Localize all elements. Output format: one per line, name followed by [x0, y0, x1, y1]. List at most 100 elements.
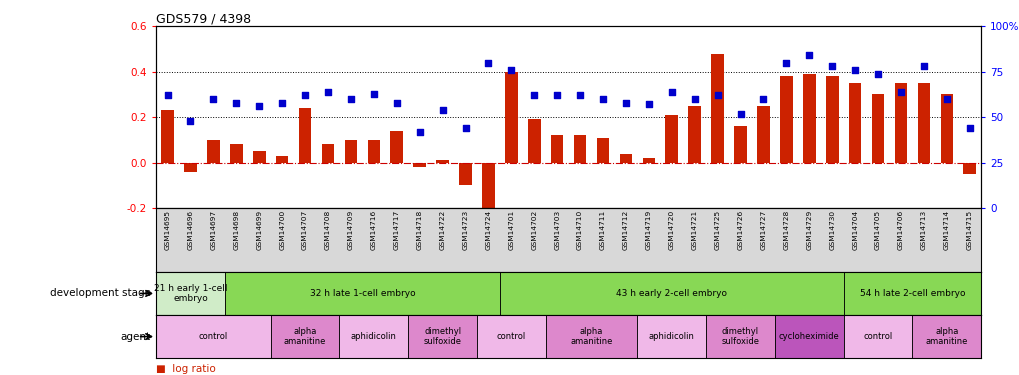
Bar [825, 76, 838, 163]
Bar [275, 156, 288, 163]
Bar [688, 106, 700, 163]
Bar [940, 94, 952, 163]
Bar [637, 315, 705, 358]
Text: control: control [199, 332, 228, 341]
Text: GSM14703: GSM14703 [553, 210, 559, 250]
Point [182, 118, 199, 124]
Bar [477, 315, 545, 358]
Text: GSM14719: GSM14719 [645, 210, 651, 250]
Bar [482, 163, 494, 208]
Point [800, 53, 816, 58]
Point [274, 100, 290, 106]
Point [205, 96, 221, 102]
Text: GDS579 / 4398: GDS579 / 4398 [156, 12, 251, 25]
Bar [705, 315, 774, 358]
Point [342, 96, 359, 102]
Text: GSM14704: GSM14704 [851, 210, 857, 250]
Text: aphidicolin: aphidicolin [648, 332, 694, 341]
Point [663, 89, 680, 95]
Bar [545, 315, 637, 358]
Point [228, 100, 245, 106]
Text: 21 h early 1-cell
embryo: 21 h early 1-cell embryo [154, 284, 227, 303]
Text: agent: agent [120, 332, 151, 342]
Text: 54 h late 2-cell embryo: 54 h late 2-cell embryo [859, 289, 964, 298]
Text: GSM14727: GSM14727 [760, 210, 765, 250]
Point [823, 63, 840, 69]
Text: GSM14711: GSM14711 [599, 210, 605, 250]
Bar [917, 83, 929, 163]
Bar [390, 131, 403, 163]
Bar [596, 138, 608, 163]
Text: alpha
amanitine: alpha amanitine [283, 327, 326, 346]
Point [502, 67, 519, 73]
Point [411, 129, 427, 135]
Bar [710, 54, 723, 163]
Text: GSM14707: GSM14707 [302, 210, 308, 250]
Text: control: control [496, 332, 526, 341]
Text: ■  log ratio: ■ log ratio [156, 364, 216, 374]
Bar [642, 158, 654, 163]
Bar [207, 140, 219, 163]
Bar [620, 154, 632, 163]
Text: development stage: development stage [50, 288, 151, 298]
Text: GSM14700: GSM14700 [279, 210, 285, 250]
Bar [780, 76, 792, 163]
Bar [299, 108, 311, 163]
Point [526, 92, 542, 98]
Text: GSM14713: GSM14713 [920, 210, 926, 250]
Text: GSM14724: GSM14724 [485, 210, 491, 250]
Bar [843, 272, 980, 315]
Text: GSM14702: GSM14702 [531, 210, 537, 250]
Text: GSM14708: GSM14708 [325, 210, 330, 250]
Text: alpha
amanitine: alpha amanitine [925, 327, 967, 346]
Bar [436, 160, 448, 163]
Text: GSM14729: GSM14729 [806, 210, 811, 250]
Point [320, 89, 336, 95]
Bar [459, 163, 472, 185]
Bar [664, 115, 678, 163]
Bar [894, 83, 907, 163]
Bar [848, 83, 861, 163]
Bar [156, 272, 224, 315]
Point [251, 103, 267, 109]
Point [457, 125, 473, 131]
Point [937, 96, 954, 102]
Bar [156, 315, 270, 358]
Text: GSM14706: GSM14706 [897, 210, 903, 250]
Text: 43 h early 2-cell embryo: 43 h early 2-cell embryo [615, 289, 727, 298]
Text: GSM14725: GSM14725 [714, 210, 720, 250]
Bar [367, 140, 380, 163]
Bar [161, 110, 173, 163]
Bar [413, 163, 426, 167]
Bar [756, 106, 769, 163]
Point [686, 96, 702, 102]
Bar [734, 126, 746, 163]
Bar [184, 163, 197, 172]
Bar [339, 315, 408, 358]
Text: GSM14728: GSM14728 [783, 210, 789, 250]
Text: cycloheximide: cycloheximide [779, 332, 839, 341]
Point [892, 89, 908, 95]
Text: GSM14720: GSM14720 [668, 210, 675, 250]
Bar [528, 120, 540, 163]
Point [365, 90, 381, 96]
Text: GSM14696: GSM14696 [187, 210, 194, 250]
Bar [253, 151, 265, 163]
Point [594, 96, 610, 102]
Text: GSM14710: GSM14710 [577, 210, 583, 250]
Text: GSM14701: GSM14701 [507, 210, 514, 250]
Text: alpha
amanitine: alpha amanitine [570, 327, 612, 346]
Text: GSM14697: GSM14697 [210, 210, 216, 250]
Text: GSM14723: GSM14723 [462, 210, 468, 250]
Bar [574, 135, 586, 163]
Text: GSM14705: GSM14705 [874, 210, 880, 250]
Bar [344, 140, 357, 163]
Text: dimethyl
sulfoxide: dimethyl sulfoxide [423, 327, 462, 346]
Point [572, 92, 588, 98]
Text: GSM14712: GSM14712 [623, 210, 629, 250]
Bar [550, 135, 562, 163]
Text: GSM14698: GSM14698 [233, 210, 239, 250]
Text: GSM14699: GSM14699 [256, 210, 262, 250]
Text: GSM14721: GSM14721 [691, 210, 697, 250]
Point [732, 111, 748, 117]
